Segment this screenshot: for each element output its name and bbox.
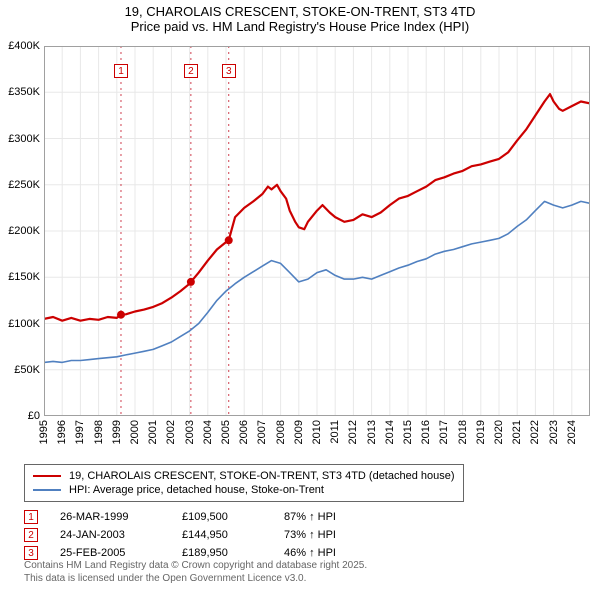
x-tick-label: 2023 <box>548 420 560 444</box>
x-tick-label: 1998 <box>93 420 105 444</box>
sale-badge: 2 <box>24 528 38 542</box>
x-tick-label: 2007 <box>256 420 268 444</box>
x-tick-label: 2014 <box>384 420 396 444</box>
x-tick-label: 1996 <box>56 420 68 444</box>
x-tick-label: 2022 <box>529 420 541 444</box>
chart-svg <box>44 46 590 416</box>
chart-marker-flag: 2 <box>184 64 198 78</box>
x-tick-label: 2013 <box>366 420 378 444</box>
x-axis-labels: 1995199619971998199920002001200220032004… <box>44 416 590 466</box>
footnote: Contains HM Land Registry data © Crown c… <box>24 560 367 585</box>
sale-date: 26-MAR-1999 <box>60 511 160 523</box>
sale-pct: 46% ↑ HPI <box>284 547 394 559</box>
legend-swatch <box>33 489 61 491</box>
x-tick-label: 2016 <box>420 420 432 444</box>
x-tick-label: 2004 <box>202 420 214 444</box>
chart-title-address: 19, CHAROLAIS CRESCENT, STOKE-ON-TRENT, … <box>10 4 590 19</box>
legend-row: 19, CHAROLAIS CRESCENT, STOKE-ON-TRENT, … <box>33 469 455 483</box>
sale-date: 25-FEB-2005 <box>60 547 160 559</box>
y-tick-label: £100K <box>8 318 40 330</box>
sales-table: 1 26-MAR-1999 £109,500 87% ↑ HPI 2 24-JAN-200… <box>24 508 394 562</box>
title-block: 19, CHAROLAIS CRESCENT, STOKE-ON-TRENT, … <box>0 0 600 36</box>
sale-row: 2 24-JAN-2003 £144,950 73% ↑ HPI <box>24 526 394 544</box>
footnote-line-2: This data is licensed under the Open Gov… <box>24 573 367 586</box>
x-tick-label: 2006 <box>238 420 250 444</box>
legend-label: 19, CHAROLAIS CRESCENT, STOKE-ON-TRENT, … <box>69 470 455 482</box>
sale-price: £189,950 <box>182 547 262 559</box>
x-tick-label: 2018 <box>457 420 469 444</box>
y-tick-label: £50K <box>14 364 40 376</box>
y-tick-label: £350K <box>8 86 40 98</box>
sale-price: £109,500 <box>182 511 262 523</box>
sale-row: 1 26-MAR-1999 £109,500 87% ↑ HPI <box>24 508 394 526</box>
x-tick-label: 2002 <box>165 420 177 444</box>
x-tick-label: 2000 <box>129 420 141 444</box>
legend-swatch <box>33 475 61 477</box>
legend-box: 19, CHAROLAIS CRESCENT, STOKE-ON-TRENT, … <box>24 464 464 502</box>
chart-marker-flag: 3 <box>222 64 236 78</box>
x-tick-label: 1995 <box>38 420 50 444</box>
x-tick-label: 2008 <box>275 420 287 444</box>
y-tick-label: £150K <box>8 271 40 283</box>
sale-badge: 1 <box>24 510 38 524</box>
x-tick-label: 2011 <box>329 420 341 444</box>
x-tick-label: 2020 <box>493 420 505 444</box>
x-tick-label: 2010 <box>311 420 323 444</box>
chart-title-sub: Price paid vs. HM Land Registry's House … <box>10 19 590 34</box>
legend-row: HPI: Average price, detached house, Stok… <box>33 483 455 497</box>
sale-price: £144,950 <box>182 529 262 541</box>
chart-marker-flag: 1 <box>114 64 128 78</box>
legend-label: HPI: Average price, detached house, Stok… <box>69 484 324 496</box>
sale-pct: 73% ↑ HPI <box>284 529 394 541</box>
sale-date: 24-JAN-2003 <box>60 529 160 541</box>
y-tick-label: £200K <box>8 225 40 237</box>
x-tick-label: 1999 <box>111 420 123 444</box>
sale-pct: 87% ↑ HPI <box>284 511 394 523</box>
footnote-line-1: Contains HM Land Registry data © Crown c… <box>24 560 367 573</box>
x-tick-label: 2024 <box>566 420 578 444</box>
x-tick-label: 2009 <box>293 420 305 444</box>
x-tick-label: 1997 <box>74 420 86 444</box>
x-tick-label: 2019 <box>475 420 487 444</box>
chart-container: 19, CHAROLAIS CRESCENT, STOKE-ON-TRENT, … <box>0 0 600 590</box>
x-tick-label: 2012 <box>347 420 359 444</box>
x-tick-label: 2017 <box>438 420 450 444</box>
x-tick-label: 2015 <box>402 420 414 444</box>
y-axis-labels: £0£50K£100K£150K£200K£250K£300K£350K£400… <box>0 46 44 416</box>
x-tick-label: 2001 <box>147 420 159 444</box>
x-tick-label: 2003 <box>184 420 196 444</box>
x-tick-label: 2005 <box>220 420 232 444</box>
y-tick-label: £250K <box>8 179 40 191</box>
y-tick-label: £300K <box>8 133 40 145</box>
sale-badge: 3 <box>24 546 38 560</box>
y-tick-label: £400K <box>8 40 40 52</box>
x-tick-label: 2021 <box>511 420 523 444</box>
chart-plot-area: 1 2 3 <box>44 46 590 416</box>
